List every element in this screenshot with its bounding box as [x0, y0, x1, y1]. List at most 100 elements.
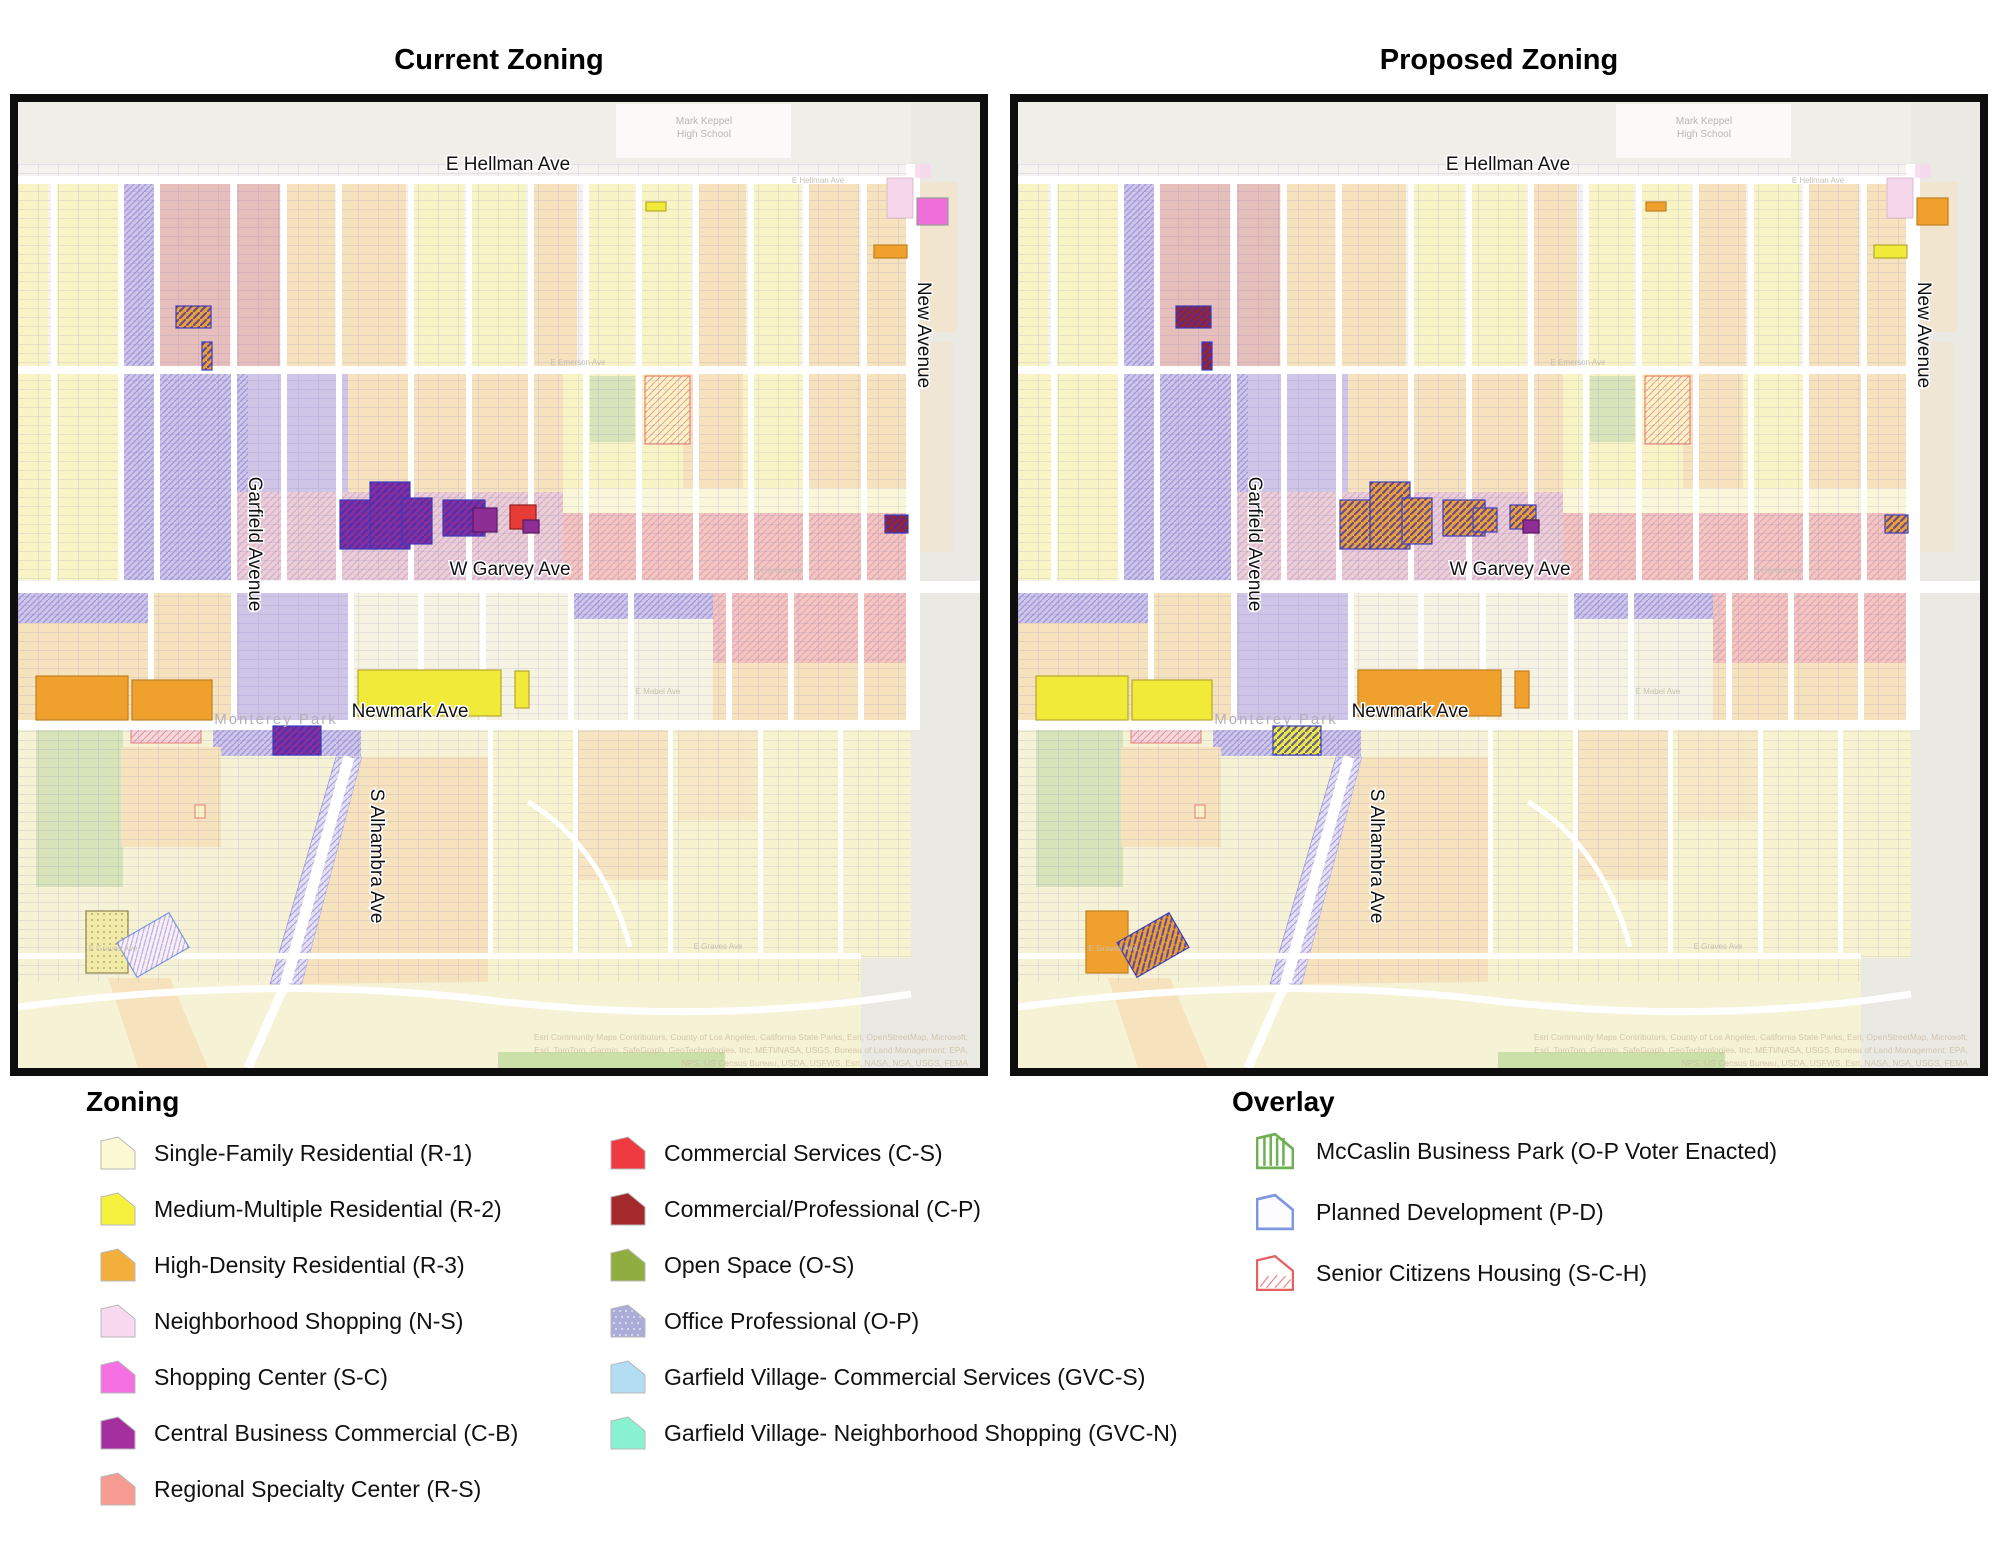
legend-label-neighborhood-shopping-n-s: Neighborhood Shopping (N-S) [154, 1307, 464, 1334]
legend-label-mccaslin-business-park-o-p-voter-enacted: McCaslin Business Park (O-P Voter Enacte… [1316, 1137, 1778, 1164]
planned-development-p-d-swatch [1256, 1193, 1294, 1231]
current-new-ave-lower-parcel [873, 244, 908, 259]
proposed-street-label-garfield-avenue: Garfield Avenue [1244, 477, 1265, 612]
legend-item-high-density-residential-r-3: High-Density Residential (R-3) [100, 1247, 465, 1283]
legend-item-medium-multiple-residential-r-2: Medium-Multiple Residential (R-2) [100, 1191, 502, 1227]
office-professional-o-p-swatch [610, 1304, 646, 1338]
legend-label-commercial-services-c-s: Commercial Services (C-S) [664, 1139, 943, 1166]
proposed-new-ave-lower-parcel [1873, 244, 1908, 259]
legend-item-garfield-village-commercial-services-gvc-s: Garfield Village- Commercial Services (G… [610, 1359, 1145, 1395]
current-street-label-garfield-avenue: Garfield Avenue [244, 477, 265, 612]
proposed-street-label-newmark-ave: Newmark Ave [1352, 701, 1469, 722]
legend-label-senior-citizens-housing-s-c-h: Senior Citizens Housing (S-C-H) [1316, 1259, 1648, 1286]
proposed-map-layers: Mark Keppel High School Monterey Park E Hel… [1018, 102, 1980, 1068]
current-map-layers: Mark Keppel High School Monterey Park E Hel… [18, 102, 980, 1068]
svg-text:E Hellman Ave: E Hellman Ave [792, 176, 845, 185]
legend-label-central-business-commercial-c-b: Central Business Commercial (C-B) [154, 1419, 519, 1446]
garfield-village-commercial-services-gvc-s-swatch [610, 1360, 646, 1394]
garfield-village-neighborhood-shopping-gvc-n-swatch [610, 1416, 646, 1450]
svg-text:Esri, TomTom, Garmin, SafeGrap: Esri, TomTom, Garmin, SafeGraph, GeoTech… [534, 1045, 968, 1055]
legend-item-open-space-o-s: Open Space (O-S) [610, 1247, 854, 1283]
svg-text:E Hellman Ave: E Hellman Ave [1792, 176, 1845, 185]
zoning-legend-heading: Zoning [86, 1086, 180, 1117]
medium-multiple-residential-r-2-swatch [100, 1192, 136, 1226]
legend-item-office-professional-o-p: Office Professional (O-P) [610, 1303, 919, 1339]
proposed-zoning-title: Proposed Zoning [1379, 44, 1619, 76]
legend-item-regional-specialty-center-r-s: Regional Specialty Center (R-S) [100, 1471, 481, 1507]
current-street-label-newmark-ave: Newmark Ave [352, 701, 469, 722]
single-family-residential-r-1-swatch [100, 1136, 136, 1170]
current-street-label-new-avenue: New Avenue [913, 282, 934, 388]
svg-text:E Graves Ave: E Graves Ave [694, 942, 743, 951]
proposed-hellman-parcel [1645, 201, 1667, 212]
proposed-street-label-w-garvey-ave: W Garvey Ave [1449, 559, 1570, 580]
current-newmark-east-block-b [514, 670, 530, 709]
legend-label-medium-multiple-residential-r-2: Medium-Multiple Residential (R-2) [154, 1195, 502, 1222]
proposed-newmark-east-block-b [1514, 670, 1530, 709]
svg-text:E Mabel Ave: E Mabel Ave [1636, 687, 1681, 696]
central-business-commercial-c-b-swatch [100, 1416, 136, 1450]
legend-item-single-family-residential-r-1: Single-Family Residential (R-1) [100, 1135, 472, 1171]
svg-text:E Garvey Ave: E Garvey Ave [1754, 566, 1803, 575]
svg-text:E Graves Ave: E Graves Ave [1089, 944, 1138, 953]
current-garvey-cb-bit [522, 519, 540, 534]
current-garvey-cluster-5 [472, 507, 498, 533]
current-newmark-west-block-b [131, 679, 213, 721]
legend-item-mccaslin-business-park-o-p-voter-enacted: McCaslin Business Park (O-P Voter Enacte… [1256, 1132, 1778, 1170]
proposed-new-ave-upper-parcel [1916, 197, 1949, 226]
current-street-label-w-garvey-ave: W Garvey Ave [449, 559, 570, 580]
svg-text:Mark Keppel: Mark Keppel [1676, 116, 1732, 127]
legend-label-planned-development-p-d: Planned Development (P-D) [1316, 1198, 1604, 1225]
legend-item-neighborhood-shopping-n-s: Neighborhood Shopping (N-S) [100, 1303, 463, 1339]
svg-text:High School: High School [1677, 129, 1731, 140]
svg-text:Esri, TomTom, Garmin, SafeGrap: Esri, TomTom, Garmin, SafeGraph, GeoTech… [1534, 1045, 1968, 1055]
legend-label-high-density-residential-r-3: High-Density Residential (R-3) [154, 1251, 465, 1278]
current-street-label-e-hellman-ave: E Hellman Ave [446, 154, 570, 175]
mccaslin-business-park-o-p-voter-enacted-swatch [1256, 1132, 1294, 1170]
overlay-legend-heading: Overlay [1232, 1086, 1335, 1117]
proposed-street-label-e-hellman-ave: E Hellman Ave [1446, 154, 1570, 175]
proposed-garvey-cb-bit [1522, 519, 1540, 534]
legend-item-senior-citizens-housing-s-c-h: Senior Citizens Housing (S-C-H) [1256, 1254, 1648, 1292]
legend-label-garfield-village-neighborhood-shopping-gvc-n: Garfield Village- Neighborhood Shopping … [664, 1419, 1178, 1446]
svg-text:E Graves Ave: E Graves Ave [1694, 942, 1743, 951]
regional-specialty-center-r-s-swatch [100, 1472, 136, 1506]
current-zoning-map: Mark Keppel High School Monterey Park E Hel… [10, 94, 988, 1076]
proposed-newmark-east-block [1357, 669, 1502, 717]
svg-text:E Emerson Ave: E Emerson Ave [551, 358, 607, 367]
legend-item-central-business-commercial-c-b: Central Business Commercial (C-B) [100, 1415, 518, 1451]
proposed-zoning-map: Mark Keppel High School Monterey Park E Hel… [1010, 94, 1988, 1076]
svg-text:Mark Keppel: Mark Keppel [676, 116, 732, 127]
proposed-zoning-map-canvas: Mark Keppel High School Monterey Park E Hel… [1018, 102, 1980, 1068]
svg-text:High School: High School [677, 129, 731, 140]
current-newmark-east-block [357, 669, 502, 717]
proposed-street-label-s-alhambra-ave: S Alhambra Ave [1366, 789, 1387, 924]
current-hellman-parcel [645, 201, 667, 212]
svg-text:Monterey Park: Monterey Park [214, 711, 338, 728]
svg-text:Esri Community Maps Contributo: Esri Community Maps Contributors, County… [534, 1032, 968, 1042]
legend-item-planned-development-p-d: Planned Development (P-D) [1256, 1193, 1604, 1231]
legend-label-single-family-residential-r-1: Single-Family Residential (R-1) [154, 1139, 473, 1166]
svg-text:E Graves Ave: E Graves Ave [89, 944, 138, 953]
svg-text:Esri Community Maps Contributo: Esri Community Maps Contributors, County… [1534, 1032, 1968, 1042]
svg-text:E Garvey Ave: E Garvey Ave [754, 566, 803, 575]
svg-text:NPS, US Census Bureau, USDA, U: NPS, US Census Bureau, USDA, USFWS, Esri… [1682, 1058, 1969, 1068]
legend-label-garfield-village-commercial-services-gvc-s: Garfield Village- Commercial Services (G… [664, 1363, 1146, 1390]
legend-item-commercial-services-c-s: Commercial Services (C-S) [610, 1135, 943, 1171]
svg-text:E Mabel Ave: E Mabel Ave [636, 687, 681, 696]
legend-label-shopping-center-s-c: Shopping Center (S-C) [154, 1363, 388, 1390]
svg-text:E Emerson Ave: E Emerson Ave [1551, 358, 1607, 367]
legend-item-shopping-center-s-c: Shopping Center (S-C) [100, 1359, 388, 1395]
current-newmark-west-block-a [35, 675, 129, 721]
current-street-label-s-alhambra-ave: S Alhambra Ave [366, 789, 387, 924]
svg-text:NPS, US Census Bureau, USDA, U: NPS, US Census Bureau, USDA, USFWS, Esri… [682, 1058, 969, 1068]
legend-label-commercial-professional-c-p: Commercial/Professional (C-P) [664, 1195, 981, 1222]
current-zoning-map-canvas: Mark Keppel High School Monterey Park E Hel… [18, 102, 980, 1068]
svg-text:Monterey Park: Monterey Park [1214, 711, 1338, 728]
legend-item-garfield-village-neighborhood-shopping-gvc-n: Garfield Village- Neighborhood Shopping … [610, 1415, 1178, 1451]
neighborhood-shopping-n-s-swatch [100, 1304, 136, 1338]
high-density-residential-r-3-swatch [100, 1248, 136, 1282]
legend-label-office-professional-o-p: Office Professional (O-P) [664, 1307, 920, 1334]
commercial-professional-c-p-swatch [610, 1192, 646, 1226]
